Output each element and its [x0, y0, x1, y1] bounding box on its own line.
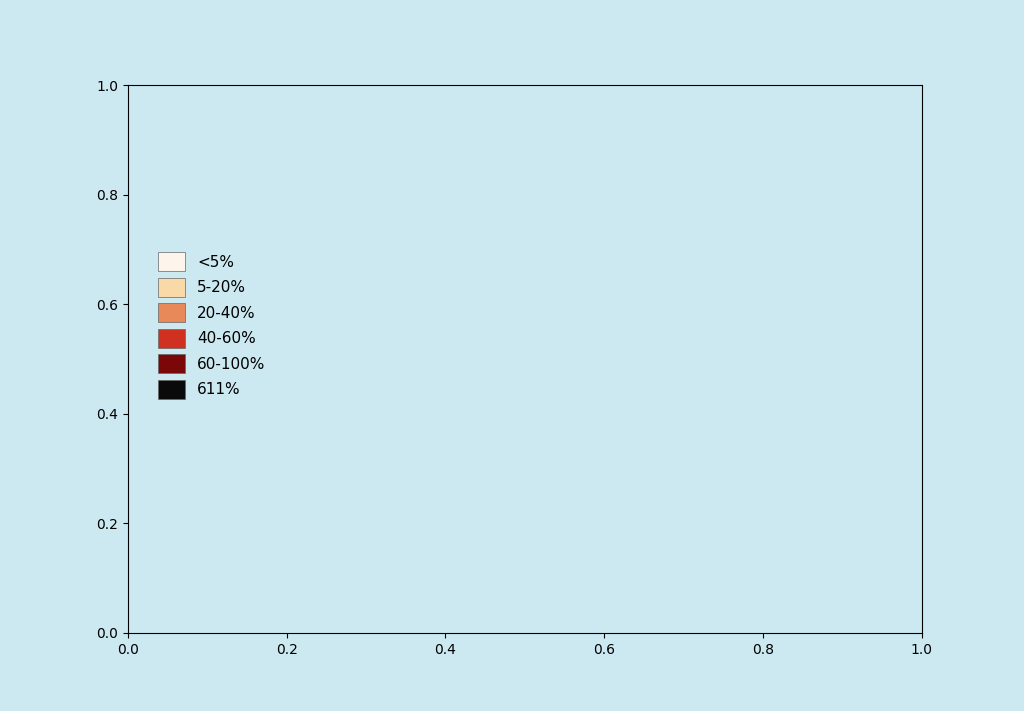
Legend: <5%, 5-20%, 20-40%, 40-60%, 60-100%, 611%: <5%, 5-20%, 20-40%, 40-60%, 60-100%, 611…	[152, 246, 271, 405]
